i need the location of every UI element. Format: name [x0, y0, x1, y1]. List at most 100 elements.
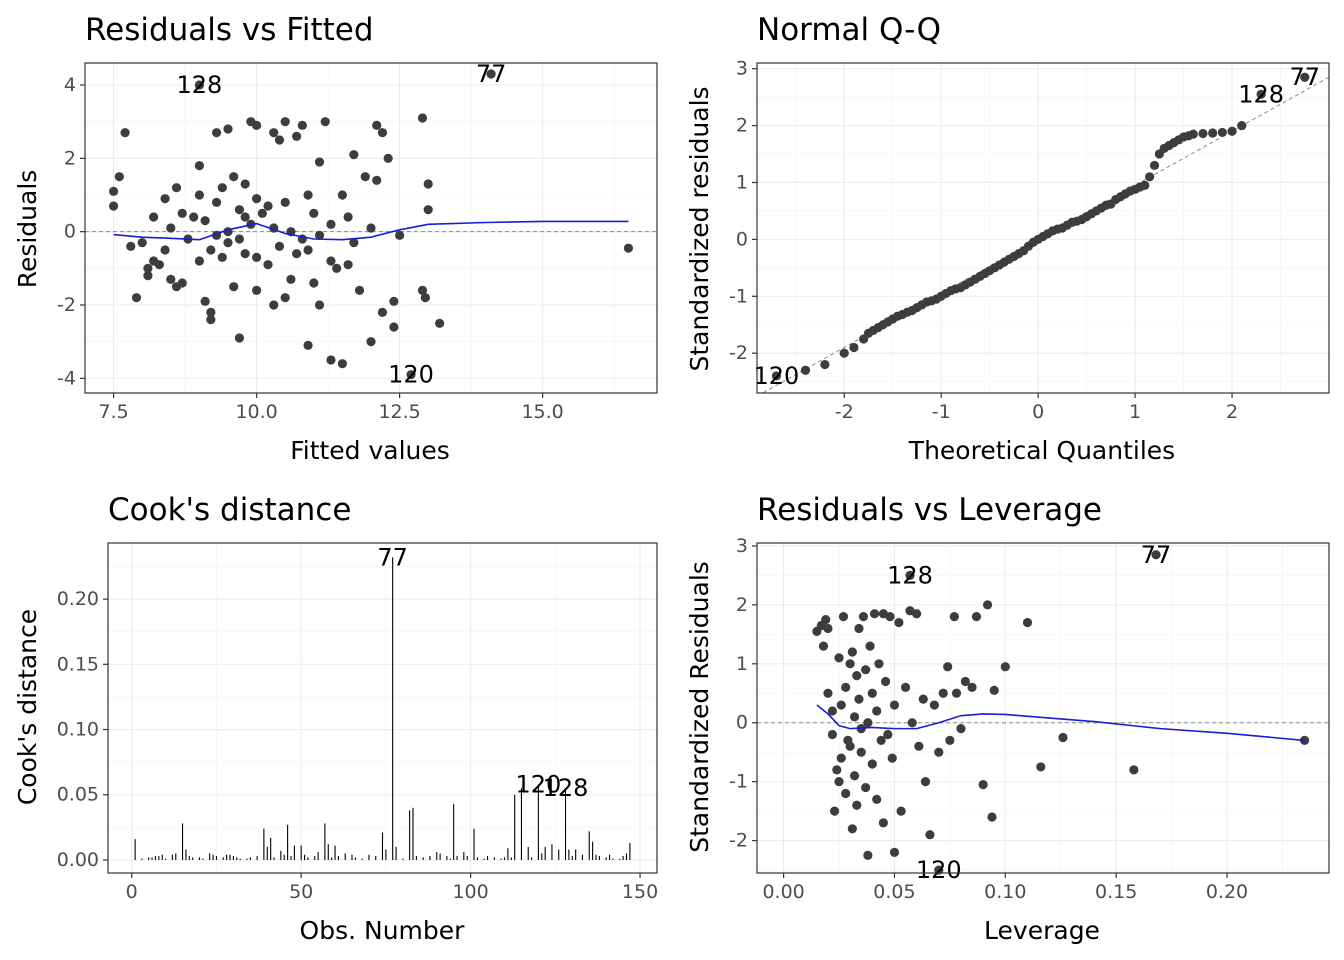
rvl-point-label: 128: [887, 561, 933, 589]
rvf-data-point: [177, 278, 187, 288]
rvl-data-point: [934, 747, 944, 757]
qq-y-tick-label: 0: [736, 228, 748, 250]
rvf-y-axis-title: Residuals: [13, 170, 42, 289]
rvf-y-tick-label: -2: [57, 294, 76, 316]
rvl-data-point: [841, 788, 851, 799]
rvf-title: Residuals vs Fitted: [85, 12, 374, 48]
rvf-data-point: [280, 117, 290, 127]
qq-data-point: [1140, 180, 1150, 190]
rvf-data-point: [166, 274, 176, 284]
rvf-data-point: [314, 157, 325, 167]
qq-y-tick-label: -1: [729, 285, 748, 307]
cook-x-tick-label: 0: [126, 881, 138, 903]
rvl-data-point: [829, 806, 840, 816]
qq-panel-border: [756, 62, 1330, 394]
rvl-data-point: [827, 729, 837, 740]
qq-data-point: [771, 371, 781, 381]
rvf-data-point: [194, 256, 204, 266]
rvl-data-point: [1058, 732, 1068, 743]
rvl-data-point: [854, 694, 864, 704]
rvf-data-point: [303, 190, 313, 200]
rvl-data-point: [889, 847, 900, 857]
rvl-loess-smooth-line: [816, 704, 1305, 742]
rvl-data-point: [865, 641, 875, 651]
rvl-data-point: [849, 771, 860, 781]
qq-point-label: 77: [1289, 63, 1320, 91]
rvl-data-point: [971, 612, 982, 622]
qq-x-tick-label: -1: [932, 401, 951, 423]
rvl-data-point: [956, 724, 966, 734]
rvf-data-point: [423, 205, 433, 215]
rvf-data-point: [252, 252, 262, 262]
qq-data-point: [849, 342, 859, 353]
rvl-data-point: [847, 824, 857, 834]
rvl-x-tick-label: 0.05: [873, 881, 915, 903]
rvl-panel-border: [756, 542, 1330, 874]
qq-data-point: [1208, 128, 1218, 138]
rvf-data-point: [360, 172, 370, 182]
rvl-data-point: [847, 647, 857, 657]
qq-gridlines: [757, 63, 1329, 393]
rvf-data-point: [154, 260, 164, 270]
rvl-data-point: [943, 662, 953, 672]
rvf-point-label: 77: [476, 60, 507, 88]
rvl-data-point: [887, 753, 897, 763]
qq-data-point: [1198, 128, 1208, 139]
rvl-data-point: [920, 777, 931, 787]
qq-x-tick-label: 1: [1129, 401, 1141, 423]
rvl-data-point: [852, 670, 862, 681]
rvl-title: Residuals vs Leverage: [757, 492, 1102, 528]
rvf-data-point: [120, 128, 130, 138]
cook-bars: [134, 557, 631, 860]
rvl-data-point: [818, 641, 829, 651]
rvf-data-point: [206, 315, 216, 325]
rvf-data-point: [435, 318, 445, 328]
qq-point-label: 128: [1238, 80, 1284, 108]
rvl-y-axis-title: Standardized Residuals: [685, 561, 714, 853]
rvf-data-point: [131, 293, 142, 303]
rvl-data-point: [883, 729, 893, 740]
cook-y-tick-label: 0.10: [57, 719, 99, 741]
rvf-data-point: [292, 249, 302, 259]
rvf-data-point: [337, 190, 347, 200]
rvl-y-tick-label: -2: [729, 830, 748, 852]
qq-data-point: [1256, 89, 1266, 99]
qq-x-tick-label: -2: [835, 401, 854, 423]
rvl-x-axis-title: Leverage: [984, 916, 1100, 945]
rvl-data-point: [823, 688, 833, 698]
rvf-data-point: [292, 131, 302, 141]
rvf-data-point: [623, 243, 634, 253]
rvf-data-point: [389, 296, 399, 306]
cook-title: Cook's distance: [108, 492, 351, 528]
rvf-data-point: [326, 219, 336, 229]
rvf-ticks: 7.5 10.0 12.5 15.0 -4 -2 0 2 4: [57, 62, 658, 423]
rvl-data-point: [841, 682, 851, 692]
rvl-data-point: [876, 735, 886, 746]
qq-data-point: [1145, 172, 1155, 182]
rvf-data-point: [354, 285, 365, 295]
rvl-data-point: [834, 777, 844, 787]
cook-x-axis-title: Obs. Number: [300, 916, 466, 945]
rvf-data-point: [160, 194, 170, 204]
rvl-data-point: [849, 712, 860, 722]
rvf-data-point: [417, 113, 428, 123]
rvf-data-point: [257, 208, 267, 218]
rvf-data-point: [160, 245, 170, 255]
qq-data-point: [1217, 127, 1227, 138]
cook-x-tick-label: 50: [289, 881, 313, 903]
cook-point-label: 77: [377, 543, 408, 571]
rvf-data-point: [229, 172, 239, 182]
rvf-data-point: [377, 307, 388, 317]
rvf-data-point: [389, 322, 399, 332]
qq-x-tick-label: 2: [1226, 401, 1238, 423]
rvf-data-point: [206, 307, 216, 317]
rvf-data-point: [423, 179, 433, 189]
rvl-data-point: [845, 659, 855, 669]
rvl-data-point: [938, 688, 948, 698]
rvf-data-point: [417, 285, 428, 295]
rvl-data-point: [827, 706, 837, 716]
